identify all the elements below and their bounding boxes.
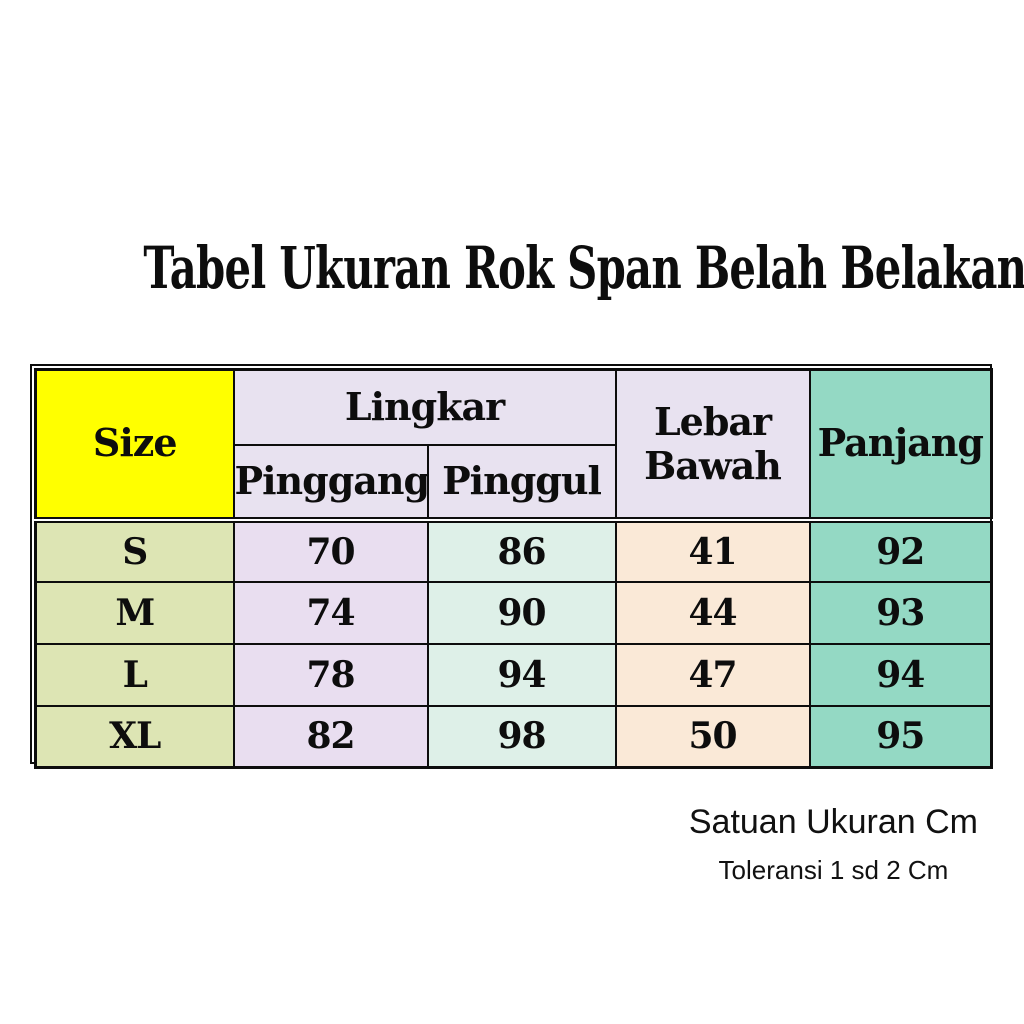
header-pinggang: Pinggang xyxy=(232,443,429,521)
cell-pinggang: 82 xyxy=(232,704,429,769)
cell-lebar-bawah: 47 xyxy=(614,642,811,707)
cell-pinggul: 98 xyxy=(426,704,617,769)
header-lebar-bawah: Lebar Bawah xyxy=(614,368,811,521)
table-row-m: M 74 90 44 93 xyxy=(34,580,993,645)
header-pinggul: Pinggul xyxy=(426,443,617,521)
cell-pinggang: 74 xyxy=(232,580,429,645)
cell-pinggang: 70 xyxy=(232,516,429,583)
cell-size: S xyxy=(34,516,235,583)
size-chart-table: Size Lingkar Lebar Bawah Panjang Pinggan… xyxy=(30,364,994,769)
cell-panjang: 92 xyxy=(808,516,993,583)
table-row-xl: XL 82 98 50 95 xyxy=(34,704,993,769)
page-title: Tabel Ukuran Rok Span Belah Belakang xyxy=(143,234,1024,302)
cell-lebar-bawah: 44 xyxy=(614,580,811,645)
cell-panjang: 95 xyxy=(808,704,993,769)
cell-size: XL xyxy=(34,704,235,769)
cell-pinggul: 94 xyxy=(426,642,617,707)
table-row-l: L 78 94 47 94 xyxy=(34,642,993,707)
cell-lebar-bawah: 41 xyxy=(614,516,811,583)
size-table: Size Lingkar Lebar Bawah Panjang Pinggan… xyxy=(34,368,994,769)
cell-size: M xyxy=(34,580,235,645)
cell-pinggul: 86 xyxy=(426,516,617,583)
header-panjang: Panjang xyxy=(808,368,993,521)
header-lingkar: Lingkar xyxy=(232,368,617,446)
header-row-1: Size Lingkar Lebar Bawah Panjang xyxy=(34,368,993,521)
table-row-s: S 70 86 41 92 xyxy=(34,516,993,583)
tolerance-note: Toleransi 1 sd 2 Cm xyxy=(718,854,949,885)
header-size: Size xyxy=(34,368,235,521)
footer-notes: Satuan Ukuran Cm Toleransi 1 sd 2 Cm xyxy=(689,802,978,886)
cell-panjang: 94 xyxy=(808,642,993,707)
cell-lebar-bawah: 50 xyxy=(614,704,811,769)
cell-panjang: 93 xyxy=(808,580,993,645)
cell-pinggang: 78 xyxy=(232,642,429,707)
unit-note: Satuan Ukuran Cm xyxy=(688,803,978,841)
header-row-2: Pinggang Pinggul xyxy=(36,443,992,521)
cell-size: L xyxy=(34,642,235,707)
cell-pinggul: 90 xyxy=(426,580,617,645)
